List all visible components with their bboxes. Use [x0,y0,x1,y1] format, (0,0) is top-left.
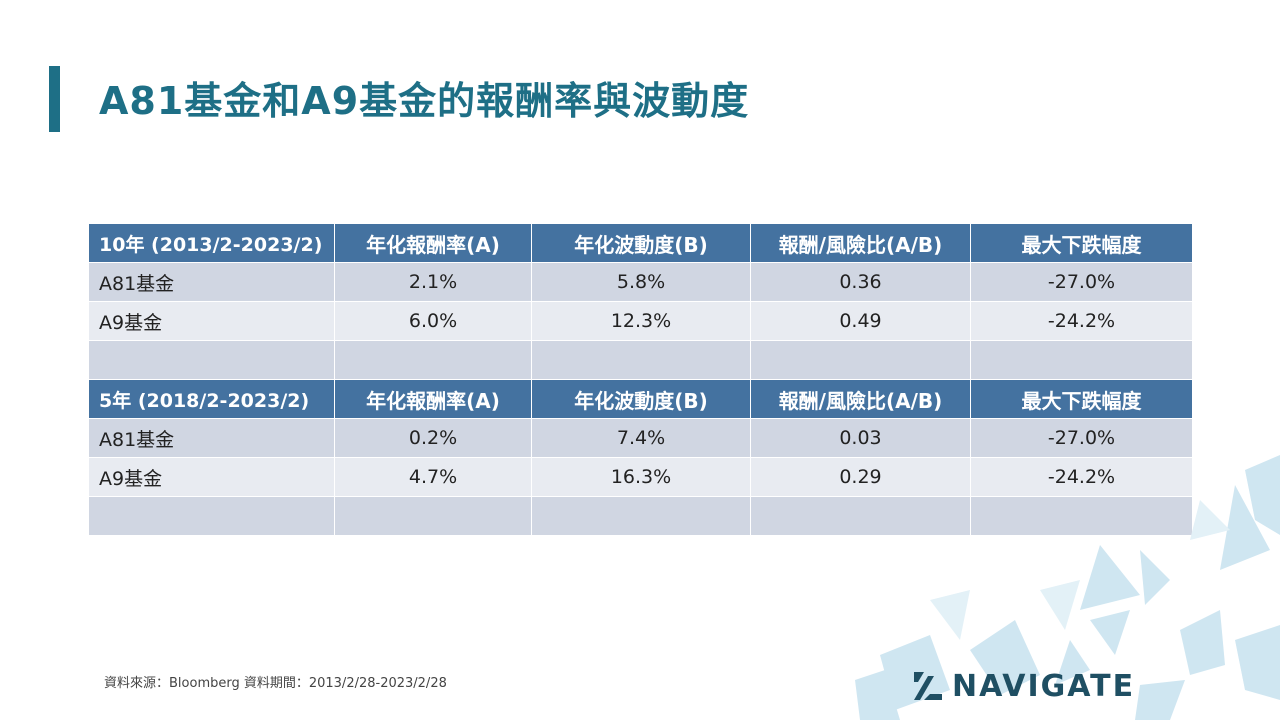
empty-cell [88,496,335,536]
return-risk-ratio-cell: 0.36 [750,262,971,302]
navigate-logo-text: NAVIGATE [952,668,1136,704]
table-row: A9基金 6.0% 12.3% 0.49 -24.2% [88,301,1193,341]
navigate-logo: NAVIGATE [912,668,1135,704]
annual-volatility-cell: 7.4% [531,418,751,458]
annual-volatility-cell: 5.8% [531,262,751,302]
annual-volatility-cell: 16.3% [531,457,751,497]
header-return-risk-ratio: 報酬/風險比(A/B) [750,379,971,419]
empty-cell [970,496,1193,536]
annual-return-cell: 0.2% [334,418,532,458]
slide-title: A81基金和A9基金的報酬率與波動度 [99,79,750,123]
header-annual-return: 年化報酬率(A) [334,223,532,263]
annual-return-cell: 6.0% [334,301,532,341]
fund-name-cell: A81基金 [88,418,335,458]
header-annual-volatility: 年化波動度(B) [531,223,751,263]
max-drawdown-cell: -27.0% [970,262,1193,302]
empty-cell [334,340,532,380]
empty-cell [88,340,335,380]
return-risk-ratio-cell: 0.29 [750,457,971,497]
annual-volatility-cell: 12.3% [531,301,751,341]
empty-cell [750,340,971,380]
fund-name-cell: A81基金 [88,262,335,302]
table-header-10y: 10年 (2013/2-2023/2) 年化報酬率(A) 年化波動度(B) 報酬… [88,223,1193,263]
header-max-drawdown: 最大下跌幅度 [970,223,1193,263]
header-max-drawdown: 最大下跌幅度 [970,379,1193,419]
fund-name-cell: A9基金 [88,301,335,341]
table-row: A9基金 4.7% 16.3% 0.29 -24.2% [88,457,1193,497]
header-period-10y: 10年 (2013/2-2023/2) [88,223,335,263]
empty-cell [334,496,532,536]
empty-cell [531,496,751,536]
header-return-risk-ratio: 報酬/風險比(A/B) [750,223,971,263]
title-accent-bar [49,66,60,132]
empty-cell [750,496,971,536]
return-risk-ratio-cell: 0.49 [750,301,971,341]
header-period-5y: 5年 (2018/2-2023/2) [88,379,335,419]
header-annual-volatility: 年化波動度(B) [531,379,751,419]
table-spacer-row [88,340,1193,380]
table-spacer-row [88,496,1193,536]
fund-name-cell: A9基金 [88,457,335,497]
source-note: 資料來源：Bloomberg 資料期間：2013/2/28-2023/2/28 [104,676,447,691]
empty-cell [970,340,1193,380]
header-annual-return: 年化報酬率(A) [334,379,532,419]
table-row: A81基金 2.1% 5.8% 0.36 -27.0% [88,262,1193,302]
decorative-star-pattern [855,455,1280,720]
max-drawdown-cell: -24.2% [970,301,1193,341]
return-risk-ratio-cell: 0.03 [750,418,971,458]
annual-return-cell: 2.1% [334,262,532,302]
annual-return-cell: 4.7% [334,457,532,497]
table-row: A81基金 0.2% 7.4% 0.03 -27.0% [88,418,1193,458]
table-header-5y: 5年 (2018/2-2023/2) 年化報酬率(A) 年化波動度(B) 報酬/… [88,379,1193,419]
empty-cell [531,340,751,380]
navigate-logo-icon [914,672,942,700]
fund-comparison-table: 10年 (2013/2-2023/2) 年化報酬率(A) 年化波動度(B) 報酬… [88,223,1193,536]
max-drawdown-cell: -27.0% [970,418,1193,458]
